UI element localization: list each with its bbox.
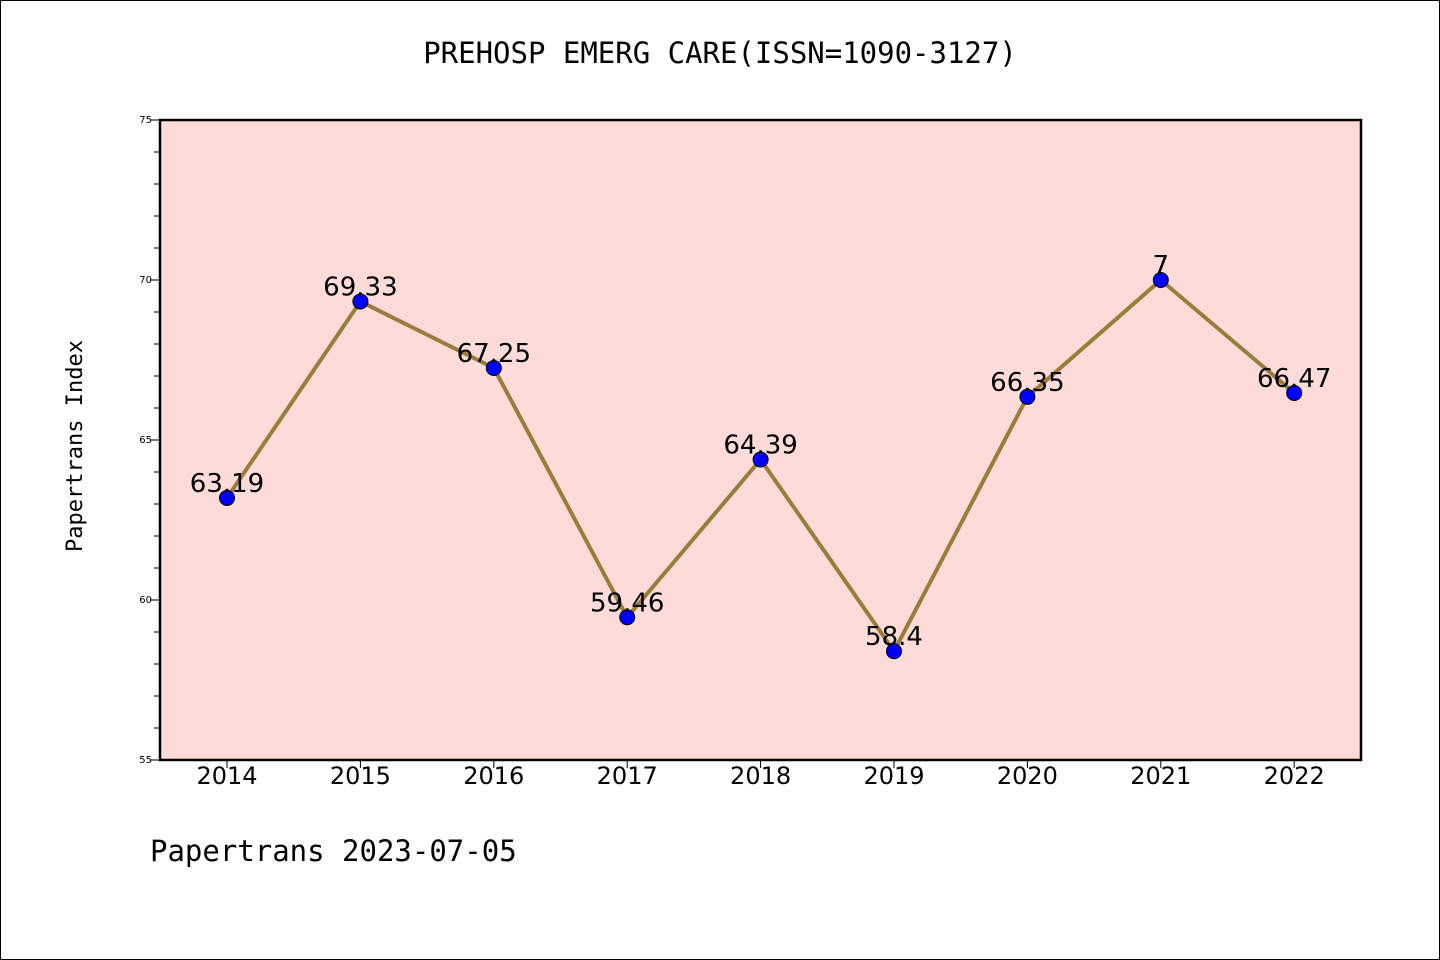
chart-title: PREHOSP EMERG CARE(ISSN=1090-3127) — [423, 36, 1017, 70]
data-label: 7 — [1153, 251, 1170, 281]
x-tick-label: 2018 — [730, 762, 791, 790]
data-point — [1019, 388, 1036, 405]
data-point — [485, 360, 502, 376]
data-label: 58.4 — [865, 622, 923, 652]
data-labels: 63.19 69.33 67.25 59.46 64.39 58.4 66.35 7 66.47 — [190, 251, 1332, 652]
y-tick-label: 55 — [139, 755, 152, 766]
data-label: 63.19 — [190, 469, 264, 499]
y-tick-label: 65 — [139, 435, 152, 446]
y-tick-label: 60 — [139, 595, 152, 606]
x-tick-label: 2014 — [196, 762, 257, 790]
data-label: 64.39 — [723, 431, 797, 461]
data-label: 66.47 — [1257, 364, 1331, 394]
y-tick-label: 70 — [139, 275, 152, 286]
data-point — [886, 643, 902, 660]
data-point — [752, 451, 769, 468]
x-tick-label: 2020 — [997, 762, 1058, 790]
x-tick-label: 2015 — [330, 762, 391, 790]
x-tick-label: 2022 — [1264, 762, 1325, 790]
data-label: 59.46 — [590, 588, 664, 618]
x-axis-ticks: 2014 2015 2016 2017 2018 2019 2020 2021 2022 — [196, 760, 1325, 790]
data-label: 69.33 — [323, 272, 397, 302]
data-label: 66.35 — [990, 368, 1064, 398]
data-label: 67.25 — [457, 339, 531, 369]
y-tick-label: 75 — [139, 115, 152, 126]
data-points — [219, 272, 1303, 660]
data-point — [1152, 272, 1169, 288]
data-point — [619, 609, 636, 626]
plot-border — [158, 118, 1363, 762]
data-point — [352, 293, 369, 310]
data-point — [219, 489, 235, 506]
x-tick-label: 2016 — [463, 762, 524, 790]
x-tick-label: 2021 — [1130, 762, 1191, 790]
data-point — [1286, 384, 1303, 401]
y-axis-ticks: 55 60 65 70 75 — [139, 115, 160, 766]
x-tick-label: 2017 — [597, 762, 658, 790]
footer-stamp: Papertrans 2023-07-05 — [150, 834, 517, 868]
plot-area — [160, 120, 1361, 760]
x-tick-label: 2019 — [863, 762, 924, 790]
